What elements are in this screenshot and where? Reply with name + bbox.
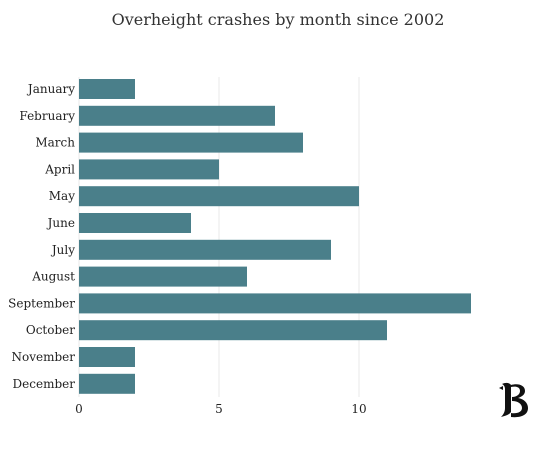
category-label: July: [50, 243, 75, 257]
bar-october: [79, 320, 387, 341]
brand-logo-icon: B: [496, 380, 528, 418]
category-label: May: [49, 189, 75, 203]
category-label: August: [31, 270, 75, 284]
bars: [79, 79, 471, 394]
bar-march: [79, 132, 303, 153]
bar-november: [79, 347, 135, 367]
x-tick-label: 0: [75, 402, 83, 416]
bar-june: [79, 213, 191, 233]
chart-title: Overheight crashes by month since 2002: [111, 10, 445, 29]
category-label: June: [46, 216, 75, 230]
category-label: November: [11, 350, 75, 364]
x-tick-label: 10: [351, 402, 366, 416]
x-tick-labels: 0 5 10: [75, 402, 366, 416]
bar-april: [79, 159, 219, 180]
bar-december: [79, 373, 135, 394]
bar-january: [79, 79, 135, 99]
category-label: April: [44, 162, 75, 176]
bar-february: [79, 105, 275, 126]
x-tick-label: 5: [215, 402, 223, 416]
category-label: February: [19, 109, 75, 123]
category-label: December: [13, 377, 76, 391]
grid-lines: [78, 77, 360, 397]
bar-july: [79, 239, 331, 260]
category-label: October: [26, 323, 75, 337]
category-label: January: [26, 82, 75, 96]
category-label: March: [35, 136, 75, 150]
bar-september: [79, 293, 471, 314]
svg-text:B: B: [496, 380, 497, 381]
category-labels: January February March April May June July Augu…: [8, 82, 75, 391]
bar-may: [79, 186, 359, 207]
category-label: September: [8, 296, 75, 310]
bar-august: [79, 266, 247, 287]
